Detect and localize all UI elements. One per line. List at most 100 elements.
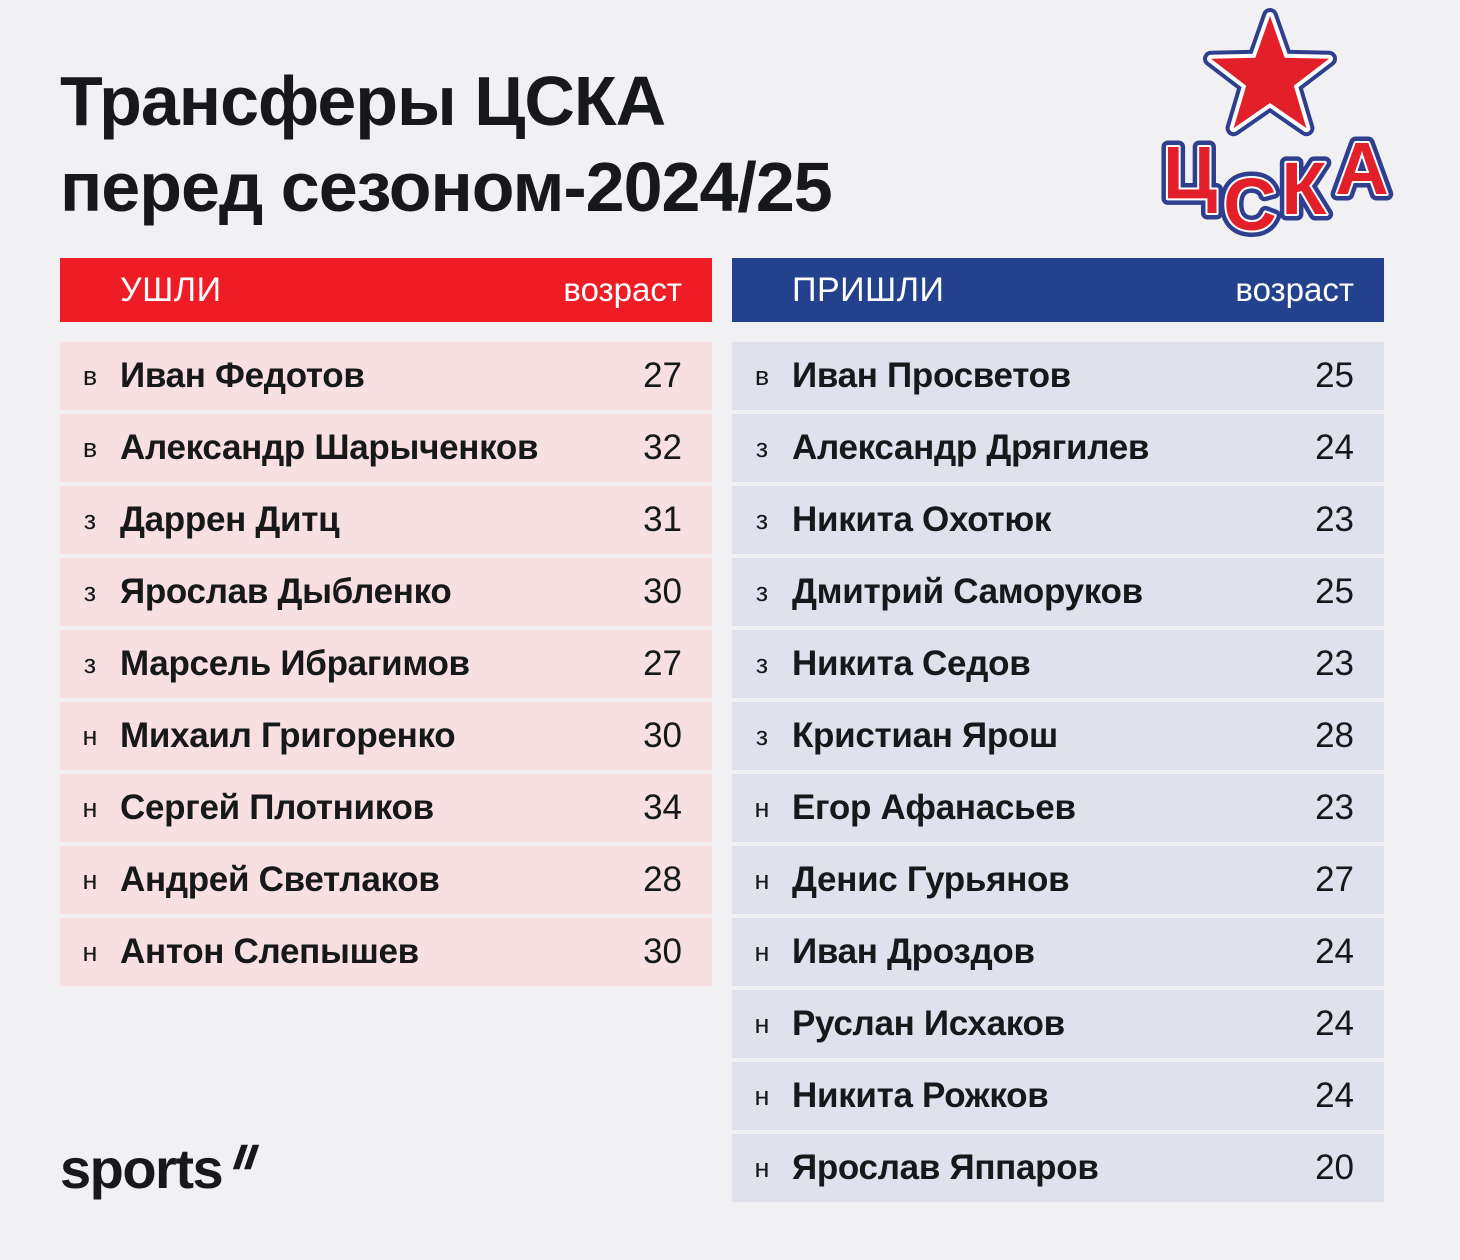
transfer-tables: УШЛИ возраст в Иван Федотов 27 в Александр Ш… (60, 258, 1384, 1202)
cska-logo-graphic: Ц С К А Ц С К А (1156, 8, 1395, 253)
column-header-departed: УШЛИ (120, 270, 222, 309)
player-name: Егор Афанасьев (792, 788, 1076, 827)
position-letter: з (755, 576, 769, 607)
player-age: 24 (1315, 932, 1354, 971)
cska-club-logo: Ц С К А Ц С К А (1150, 4, 1402, 253)
player-name: Иван Просветов (792, 356, 1071, 395)
table-row: н Михаил Григоренко 30 (60, 702, 712, 770)
table-row: з Марсель Ибрагимов 27 (60, 630, 712, 698)
player-name: Андрей Светлаков (120, 860, 440, 899)
position-letter: н (82, 864, 98, 895)
page-title: Трансферы ЦСКА перед сезоном-2024/25 (60, 58, 833, 230)
position-letter: н (82, 936, 98, 967)
svg-text:К: К (1281, 147, 1327, 230)
player-age: 34 (643, 788, 682, 827)
title-line-1: Трансферы ЦСКА (60, 62, 666, 140)
table-row: н Егор Афанасьев 23 (732, 774, 1384, 842)
position-letter: н (82, 720, 98, 751)
table-row: з Никита Охотюк 23 (732, 486, 1384, 554)
title-line-2: перед сезоном-2024/25 (60, 148, 833, 226)
player-name: Ярослав Яппаров (792, 1148, 1099, 1187)
position-letter: н (754, 1152, 770, 1183)
position-letter: н (754, 792, 770, 823)
player-age: 20 (1315, 1148, 1354, 1187)
player-age: 32 (643, 428, 682, 467)
departed-table: УШЛИ возраст в Иван Федотов 27 в Александр Ш… (60, 258, 712, 1202)
position-letter: н (754, 864, 770, 895)
cska-letters: Ц С К А Ц С К А (1156, 121, 1395, 253)
player-name: Даррен Дитц (120, 500, 340, 539)
column-header-arrived: ПРИШЛИ (792, 270, 945, 309)
position-letter: н (754, 936, 770, 967)
departed-table-body: в Иван Федотов 27 в Александр Шарыченков 32 з Д… (60, 342, 712, 986)
player-age: 30 (643, 572, 682, 611)
position-letter: в (82, 360, 98, 391)
table-row: з Никита Седов 23 (732, 630, 1384, 698)
player-name: Михаил Григоренко (120, 716, 456, 755)
player-name: Руслан Исхаков (792, 1004, 1065, 1043)
player-name: Александр Дрягилев (792, 428, 1150, 467)
player-age: 23 (1315, 500, 1354, 539)
position-letter: в (754, 360, 770, 391)
table-row: н Никита Рожков 24 (732, 1062, 1384, 1130)
table-row: н Сергей Плотников 34 (60, 774, 712, 842)
position-letter: з (755, 432, 769, 463)
player-age: 27 (643, 356, 682, 395)
player-age: 24 (1315, 428, 1354, 467)
position-letter: н (82, 792, 98, 823)
player-age: 28 (1315, 716, 1354, 755)
table-row: в Иван Федотов 27 (60, 342, 712, 410)
player-name: Иван Федотов (120, 356, 365, 395)
player-age: 27 (643, 644, 682, 683)
player-name: Никита Охотюк (792, 500, 1052, 539)
player-name: Денис Гурьянов (792, 860, 1070, 899)
player-name: Антон Слепышев (120, 932, 419, 971)
arrived-table-body: в Иван Просветов 25 з Александр Дрягилев 24 з Н… (732, 342, 1384, 1202)
svg-text:А: А (1335, 127, 1388, 210)
position-letter: з (755, 504, 769, 535)
column-header-age: возраст (1235, 271, 1354, 308)
player-name: Никита Рожков (792, 1076, 1049, 1115)
position-letter: з (755, 648, 769, 679)
departed-table-header: УШЛИ возраст (60, 258, 712, 322)
table-row: н Иван Дроздов 24 (732, 918, 1384, 986)
position-letter: з (755, 720, 769, 751)
player-name: Александр Шарыченков (120, 428, 539, 467)
table-row: з Кристиан Ярош 28 (732, 702, 1384, 770)
player-age: 24 (1315, 1004, 1354, 1043)
table-row: з Ярослав Дыбленко 30 (60, 558, 712, 626)
player-age: 23 (1315, 788, 1354, 827)
player-age: 25 (1315, 572, 1354, 611)
player-age: 31 (643, 500, 682, 539)
table-row: н Денис Гурьянов 27 (732, 846, 1384, 914)
table-row: н Антон Слепышев 30 (60, 918, 712, 986)
player-name: Сергей Плотников (120, 788, 434, 827)
player-age: 23 (1315, 644, 1354, 683)
svg-text:С: С (1223, 163, 1276, 246)
player-age: 24 (1315, 1076, 1354, 1115)
player-age: 25 (1315, 356, 1354, 395)
table-row: з Александр Дрягилев 24 (732, 414, 1384, 482)
position-letter: в (82, 432, 98, 463)
sports-logo-text: sports (60, 1137, 224, 1200)
table-row: н Андрей Светлаков 28 (60, 846, 712, 914)
player-name: Марсель Ибрагимов (120, 644, 470, 683)
table-row: н Ярослав Яппаров 20 (732, 1134, 1384, 1202)
player-name: Иван Дроздов (792, 932, 1035, 971)
table-row: в Александр Шарыченков 32 (60, 414, 712, 482)
table-row: в Иван Просветов 25 (732, 342, 1384, 410)
position-letter: н (754, 1008, 770, 1039)
player-name: Дмитрий Саморуков (792, 572, 1143, 611)
player-age: 28 (643, 860, 682, 899)
svg-text:А: А (1335, 127, 1388, 210)
sports-logo-mark-icon (232, 1144, 260, 1170)
position-letter: з (83, 504, 97, 535)
table-row: з Даррен Дитц 31 (60, 486, 712, 554)
arrived-table: ПРИШЛИ возраст в Иван Просветов 25 з Алексан… (732, 258, 1384, 1202)
svg-text:С: С (1223, 163, 1276, 246)
player-age: 27 (1315, 860, 1354, 899)
position-letter: з (83, 576, 97, 607)
arrived-table-header: ПРИШЛИ возраст (732, 258, 1384, 322)
player-age: 30 (643, 932, 682, 971)
svg-text:К: К (1281, 147, 1327, 230)
